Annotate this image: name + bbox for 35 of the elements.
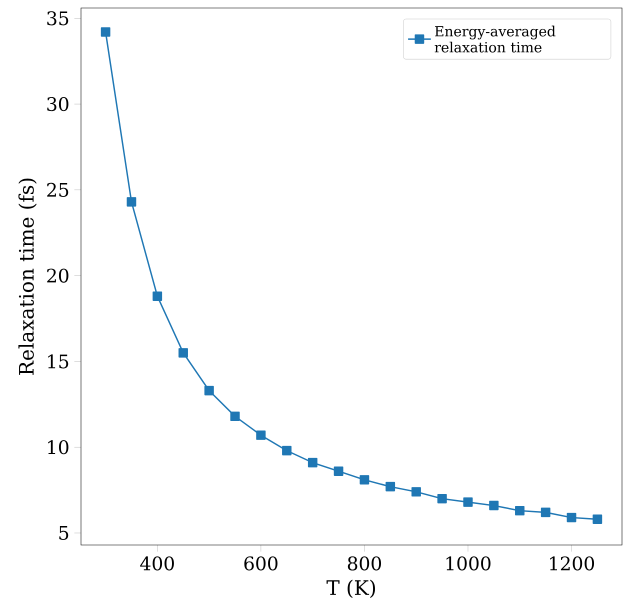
point xyxy=(256,430,266,440)
x-tick-label: 600 xyxy=(244,556,278,571)
y-tick-label: 5 xyxy=(59,526,68,540)
point xyxy=(566,512,576,522)
point xyxy=(204,386,214,396)
point xyxy=(386,482,396,492)
x-tick-label: 1200 xyxy=(550,556,594,571)
point xyxy=(308,458,318,468)
y-tick-label: 30 xyxy=(47,97,68,112)
legend-label: Energy-averaged relaxation time xyxy=(434,26,556,52)
y-tick-label: 35 xyxy=(47,11,68,26)
point xyxy=(334,466,344,476)
point xyxy=(178,348,188,358)
point xyxy=(437,494,447,504)
y-axis-title: Relaxation time (fs) xyxy=(18,178,37,375)
x-tick-label: 400 xyxy=(140,556,174,571)
x-tick-label: 1000 xyxy=(446,556,490,571)
point xyxy=(126,197,136,207)
point xyxy=(230,412,240,422)
point xyxy=(515,506,524,516)
point xyxy=(100,27,110,37)
point xyxy=(592,514,602,524)
point xyxy=(282,446,292,456)
y-tick-label: 10 xyxy=(48,440,68,454)
point xyxy=(489,500,499,510)
point xyxy=(152,291,162,301)
y-tick-label: 20 xyxy=(47,268,68,283)
point xyxy=(360,475,370,485)
y-tick-label: 15 xyxy=(48,354,68,368)
point xyxy=(411,487,421,497)
x-axis-title: T (K) xyxy=(326,580,376,598)
point xyxy=(540,508,550,518)
y-tick-label: 25 xyxy=(47,182,68,197)
x-tick-label: 800 xyxy=(348,556,382,571)
point xyxy=(463,497,473,507)
